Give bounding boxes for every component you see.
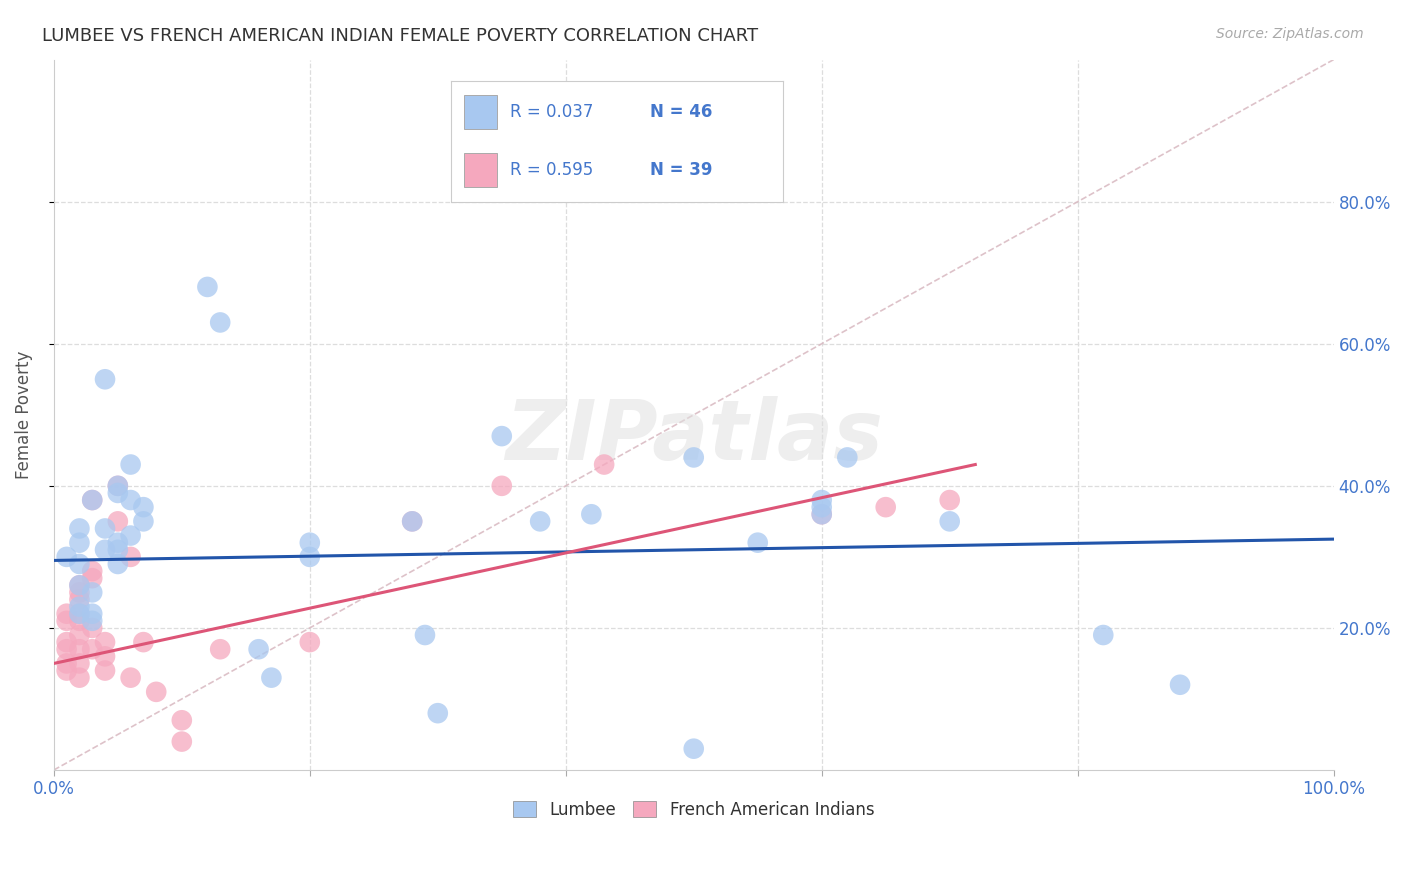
Point — [107, 514, 129, 528]
Point — [593, 458, 616, 472]
Point — [55, 642, 77, 657]
Point — [67, 592, 90, 607]
Point — [107, 486, 129, 500]
Point — [82, 493, 104, 508]
Point — [55, 614, 77, 628]
Point — [529, 514, 551, 528]
Point — [810, 493, 832, 508]
Point — [94, 664, 117, 678]
Point — [67, 607, 90, 621]
Point — [209, 642, 232, 657]
Point — [401, 514, 423, 528]
Point — [298, 635, 321, 649]
Point — [55, 607, 77, 621]
Point — [197, 280, 219, 294]
Point — [82, 564, 104, 578]
Point — [260, 671, 283, 685]
Point — [145, 685, 167, 699]
Point — [55, 549, 77, 564]
Point — [82, 493, 104, 508]
Point — [82, 571, 104, 585]
Point — [67, 585, 90, 599]
Point — [67, 607, 90, 621]
Point — [67, 578, 90, 592]
Point — [94, 372, 117, 386]
Point — [298, 535, 321, 549]
Point — [82, 614, 104, 628]
Point — [107, 542, 129, 557]
Point — [55, 657, 77, 671]
Point — [82, 607, 104, 621]
Point — [209, 315, 232, 329]
Point — [247, 642, 270, 657]
Point — [120, 458, 142, 472]
Point — [170, 734, 193, 748]
Point — [67, 628, 90, 642]
Point — [581, 508, 603, 522]
Point — [82, 585, 104, 599]
Point — [82, 642, 104, 657]
Point — [1092, 628, 1115, 642]
Point — [67, 671, 90, 685]
Point — [132, 500, 155, 515]
Point — [413, 628, 436, 642]
Text: LUMBEE VS FRENCH AMERICAN INDIAN FEMALE POVERTY CORRELATION CHART: LUMBEE VS FRENCH AMERICAN INDIAN FEMALE … — [42, 27, 758, 45]
Point — [132, 514, 155, 528]
Text: ZIPatlas: ZIPatlas — [505, 396, 883, 476]
Point — [82, 621, 104, 635]
Point — [298, 549, 321, 564]
Point — [747, 535, 769, 549]
Legend: Lumbee, French American Indians: Lumbee, French American Indians — [506, 794, 882, 826]
Point — [67, 657, 90, 671]
Point — [810, 508, 832, 522]
Point — [810, 508, 832, 522]
Point — [837, 450, 859, 465]
Point — [401, 514, 423, 528]
Point — [938, 493, 960, 508]
Point — [170, 713, 193, 727]
Point — [55, 664, 77, 678]
Point — [55, 635, 77, 649]
Point — [107, 479, 129, 493]
Y-axis label: Female Poverty: Female Poverty — [15, 351, 32, 479]
Point — [67, 535, 90, 549]
Point — [94, 542, 117, 557]
Point — [810, 500, 832, 515]
Point — [875, 500, 897, 515]
Text: Source: ZipAtlas.com: Source: ZipAtlas.com — [1216, 27, 1364, 41]
Point — [120, 549, 142, 564]
Point — [938, 514, 960, 528]
Point — [120, 528, 142, 542]
Point — [67, 578, 90, 592]
Point — [107, 535, 129, 549]
Point — [94, 635, 117, 649]
Point — [120, 671, 142, 685]
Point — [1168, 678, 1191, 692]
Point — [67, 614, 90, 628]
Point — [682, 741, 704, 756]
Point — [491, 479, 513, 493]
Point — [67, 557, 90, 571]
Point — [120, 493, 142, 508]
Point — [67, 599, 90, 614]
Point — [94, 649, 117, 664]
Point — [426, 706, 449, 721]
Point — [107, 479, 129, 493]
Point — [94, 521, 117, 535]
Point — [67, 521, 90, 535]
Point — [491, 429, 513, 443]
Point — [682, 450, 704, 465]
Point — [67, 642, 90, 657]
Point — [132, 635, 155, 649]
Point — [107, 557, 129, 571]
